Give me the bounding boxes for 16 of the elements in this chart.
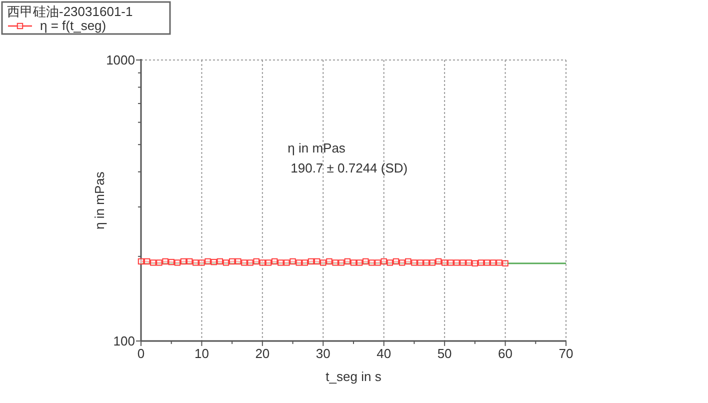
x-tick-label: 10: [194, 346, 209, 361]
x-tick-label: 70: [558, 346, 574, 361]
x-tick-label: 20: [255, 346, 270, 361]
legend-label: η = f(t_seg): [40, 18, 106, 33]
x-tick-label: 30: [316, 346, 330, 361]
x-tick-label: 40: [376, 346, 392, 361]
annotation: 190.7 ± 0.7244 (SD): [290, 160, 408, 176]
x-tick-label: 0: [137, 346, 145, 361]
x-tick-label: 50: [437, 346, 452, 361]
x-tick-label: 60: [498, 346, 513, 361]
y-axis-title: η in mPas: [92, 171, 107, 230]
y-tick-label: 1000: [106, 52, 135, 68]
y-tick-label: 100: [113, 334, 135, 348]
annotation: η in mPas: [288, 140, 346, 156]
x-axis-title: t_seg in s: [326, 369, 382, 384]
legend-title: 西甲硅油-23031601-1: [7, 4, 133, 19]
